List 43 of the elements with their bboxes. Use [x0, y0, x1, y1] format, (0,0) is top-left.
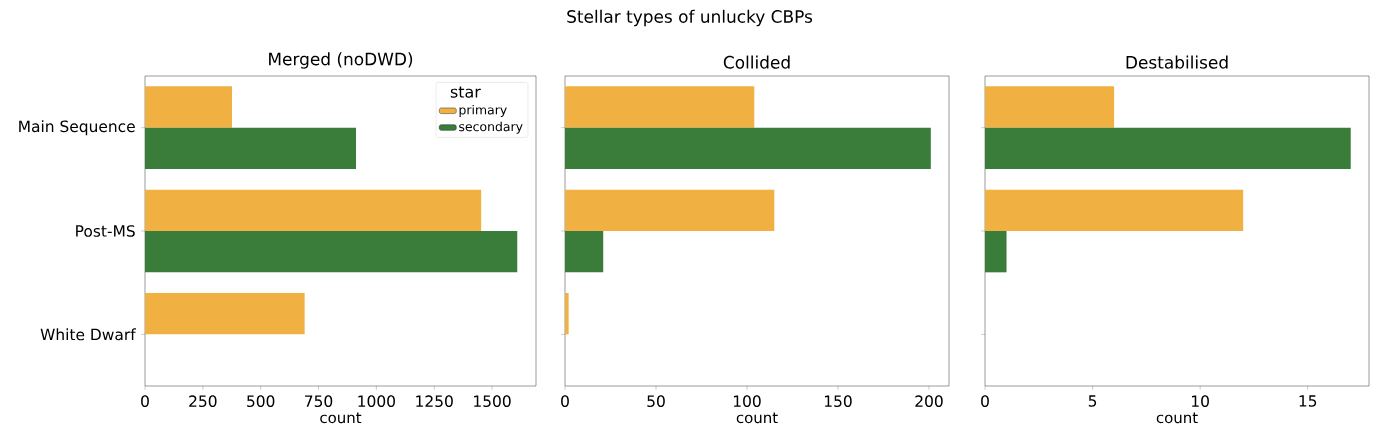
text: Stellar types of unlucky CBPs [567, 9, 813, 27]
bar [565, 189, 775, 231]
bar [985, 86, 1115, 128]
x-tick-label: 500 [247, 395, 275, 408]
bar [565, 86, 755, 128]
x-tick-label: 5 [1088, 395, 1097, 407]
chart-title: Destabilised [1126, 55, 1228, 69]
x-tick-label: 15 [1299, 395, 1317, 407]
y-tick-label: Post-MS [76, 225, 135, 237]
x-tick-label: 150 [824, 395, 852, 408]
y-tick-label: White Dwarf [40, 328, 136, 341]
x-tick-label: 1250 [416, 395, 453, 408]
x-tick-label: 250 [189, 395, 217, 408]
bar [565, 127, 931, 169]
x-tick-label: 750 [305, 395, 333, 408]
bar [565, 231, 604, 273]
x-tick-label: 0 [141, 395, 149, 408]
y-tick-label: Main Sequence [19, 120, 135, 136]
bar [985, 231, 1007, 273]
bar [985, 189, 1244, 231]
bar [145, 293, 305, 335]
x-tick-label: 200 [915, 395, 943, 408]
x-tick-label: 100 [733, 395, 761, 408]
legend-label: primary [459, 104, 507, 117]
bar [145, 189, 482, 231]
bar [145, 231, 518, 273]
bar [985, 127, 1351, 169]
x-axis-title: count [320, 412, 362, 424]
x-axis-title: count [736, 412, 778, 424]
chart-title: Merged (noDWD) [269, 52, 413, 69]
legend-label: secondary [459, 121, 523, 134]
bar [145, 86, 232, 128]
legend-title: star [450, 86, 481, 98]
x-tick-label: 1000 [358, 395, 395, 408]
x-axis-title: count [1156, 412, 1198, 424]
x-tick-label: 0 [561, 395, 569, 408]
x-tick-label: 1500 [474, 395, 511, 408]
x-tick-label: 50 [647, 395, 665, 408]
bar [145, 127, 356, 169]
bar [565, 293, 569, 335]
x-tick-label: 10 [1192, 395, 1209, 408]
chart-title: Collided [723, 55, 790, 69]
x-tick-label: 0 [981, 395, 989, 408]
